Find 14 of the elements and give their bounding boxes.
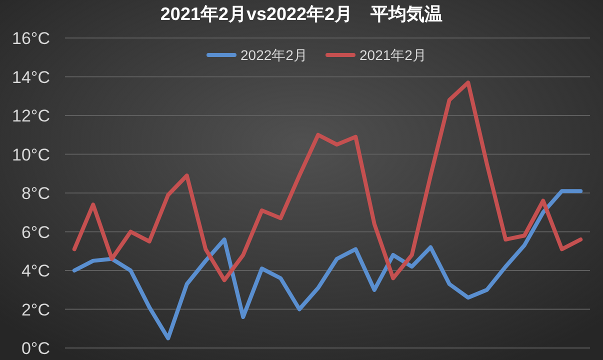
line-series <box>72 80 583 282</box>
legend-label: 2022年2月 <box>240 47 308 63</box>
y-tick-label: 6°C <box>21 222 50 242</box>
y-tick-label: 12°C <box>12 106 50 126</box>
legend-label: 2021年2月 <box>360 47 426 63</box>
y-tick-label: 10°C <box>12 145 50 164</box>
y-tick-label: 4°C <box>21 262 50 280</box>
y-tick-label: 8°C <box>21 184 50 203</box>
y-tick-label: 14°C <box>12 68 50 87</box>
y-tick-label: 16°C <box>12 29 50 48</box>
y-tick-label: 2°C <box>21 300 50 320</box>
chart-title: 2021年2月vs2022年2月 平均気温 <box>160 4 443 24</box>
y-tick-label: 0°C <box>21 339 50 358</box>
line-series <box>72 189 583 340</box>
